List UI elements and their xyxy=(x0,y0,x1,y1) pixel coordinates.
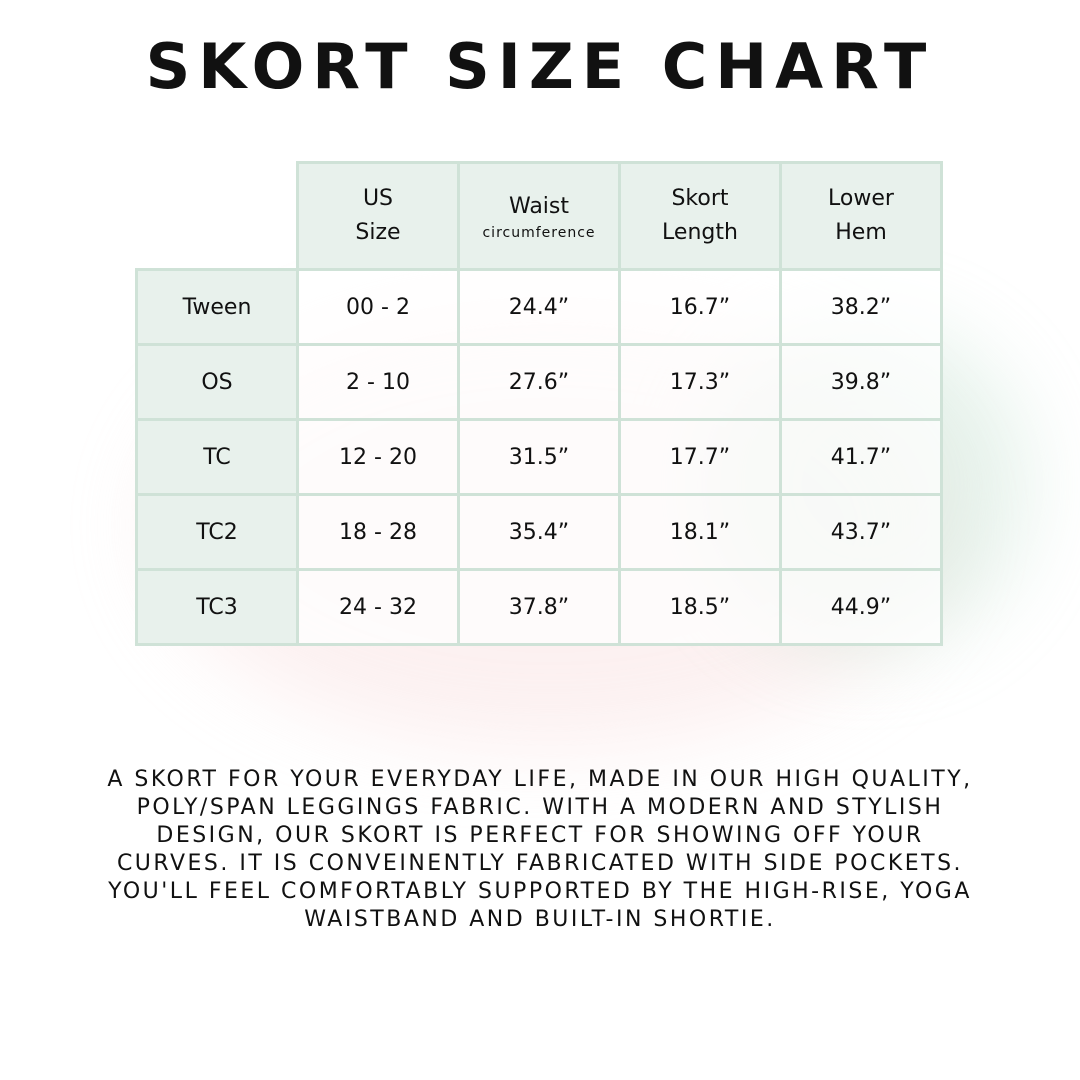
header-lower-hem: Lower Hem xyxy=(779,161,943,271)
product-description: A skort for your everyday life, made in … xyxy=(107,767,973,932)
header-subline: circumference xyxy=(482,225,596,241)
length-cell: 16.7” xyxy=(618,268,782,346)
header-skort-length: Skort Length xyxy=(618,161,782,271)
header-line: Length xyxy=(662,220,738,245)
table-row: Tween 00 - 2 24.4” 16.7” 38.2” xyxy=(135,268,943,346)
header-line: Hem xyxy=(835,220,887,245)
us-size-cell: 12 - 20 xyxy=(296,418,460,496)
row-label-cell: TC xyxy=(135,418,299,496)
waist-cell: 37.8” xyxy=(457,568,621,646)
header-line: Waist xyxy=(508,194,570,219)
us-size-cell: 00 - 2 xyxy=(296,268,460,346)
header-line: Lower xyxy=(828,186,894,211)
row-label-cell: Tween xyxy=(135,268,299,346)
page-title: SKORT SIZE CHART xyxy=(145,30,935,103)
us-size-cell: 18 - 28 xyxy=(296,493,460,571)
hem-cell: 39.8” xyxy=(779,343,943,421)
empty-corner-cell xyxy=(137,163,298,270)
table-row: TC2 18 - 28 35.4” 18.1” 43.7” xyxy=(135,493,943,571)
row-label-cell: TC2 xyxy=(135,493,299,571)
size-chart-table: US Size Waist circumference Skort Length Lo… xyxy=(135,161,943,646)
table-row: OS 2 - 10 27.6” 17.3” 39.8” xyxy=(135,343,943,421)
hem-cell: 41.7” xyxy=(779,418,943,496)
length-cell: 17.3” xyxy=(618,343,782,421)
row-label-cell: OS xyxy=(135,343,299,421)
waist-cell: 35.4” xyxy=(457,493,621,571)
length-cell: 17.7” xyxy=(618,418,782,496)
header-line: Skort xyxy=(671,186,729,211)
hem-cell: 44.9” xyxy=(779,568,943,646)
waist-cell: 24.4” xyxy=(457,268,621,346)
table-row: TC 12 - 20 31.5” 17.7” 41.7” xyxy=(135,418,943,496)
us-size-cell: 2 - 10 xyxy=(296,343,460,421)
length-cell: 18.5” xyxy=(618,568,782,646)
table-header-row: US Size Waist circumference Skort Length Lo… xyxy=(137,161,943,271)
header-waist: Waist circumference xyxy=(457,161,621,271)
hem-cell: 38.2” xyxy=(779,268,943,346)
header-line: US xyxy=(362,186,394,211)
table-row: TC3 24 - 32 37.8” 18.5” 44.9” xyxy=(135,568,943,646)
header-line: Size xyxy=(355,220,401,245)
waist-cell: 27.6” xyxy=(457,343,621,421)
row-label-cell: TC3 xyxy=(135,568,299,646)
hem-cell: 43.7” xyxy=(779,493,943,571)
us-size-cell: 24 - 32 xyxy=(296,568,460,646)
waist-cell: 31.5” xyxy=(457,418,621,496)
length-cell: 18.1” xyxy=(618,493,782,571)
header-us-size: US Size xyxy=(296,161,460,271)
